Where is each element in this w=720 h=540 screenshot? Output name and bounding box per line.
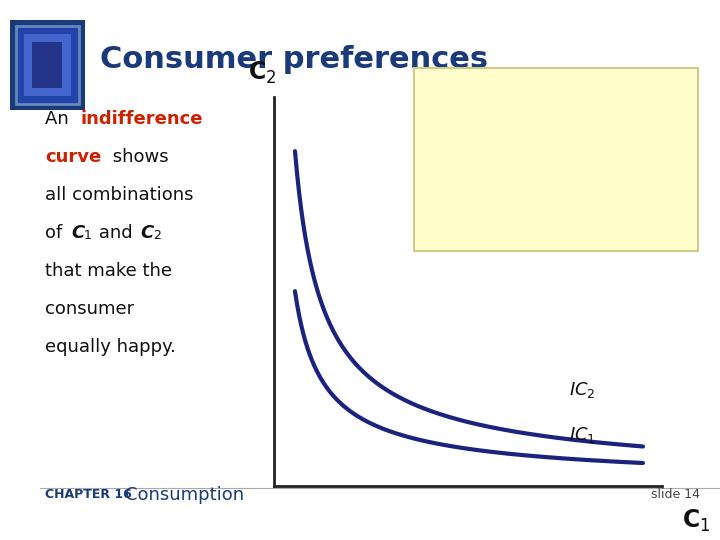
Text: consumer: consumer: [45, 300, 134, 318]
Text: that make the: that make the: [45, 262, 172, 280]
Text: An: An: [45, 110, 74, 128]
Text: $\mathit{IC}_1$: $\mathit{IC}_1$: [569, 425, 596, 445]
Text: $\mathbf{C}_1$: $\mathbf{C}_1$: [682, 508, 711, 534]
Bar: [24, 34, 71, 96]
Bar: [16, 26, 79, 104]
Text: indifference: indifference: [80, 110, 202, 128]
Text: all combinations: all combinations: [45, 186, 194, 204]
Text: Consumption: Consumption: [125, 486, 244, 504]
Text: and: and: [93, 224, 138, 242]
Text: C: C: [140, 224, 153, 242]
Text: curve: curve: [45, 148, 102, 166]
Bar: [32, 42, 62, 88]
Text: slide 14: slide 14: [651, 489, 700, 502]
Text: $\mathbf{C}_2$: $\mathbf{C}_2$: [248, 59, 276, 85]
Text: Higher
indifference
curves
represent
higher levels
of happiness.: Higher indifference curves represent hig…: [441, 83, 552, 237]
Text: $\mathit{IC}_2$: $\mathit{IC}_2$: [569, 381, 595, 401]
Text: Consumer preferences: Consumer preferences: [100, 45, 488, 74]
Text: equally happy.: equally happy.: [45, 338, 176, 356]
Text: CHAPTER 16: CHAPTER 16: [45, 489, 132, 502]
Text: of: of: [45, 224, 68, 242]
Text: 2: 2: [153, 229, 161, 242]
Text: C: C: [71, 224, 84, 242]
Text: 1: 1: [84, 229, 92, 242]
Bar: [10, 20, 85, 110]
Text: shows: shows: [107, 148, 168, 166]
